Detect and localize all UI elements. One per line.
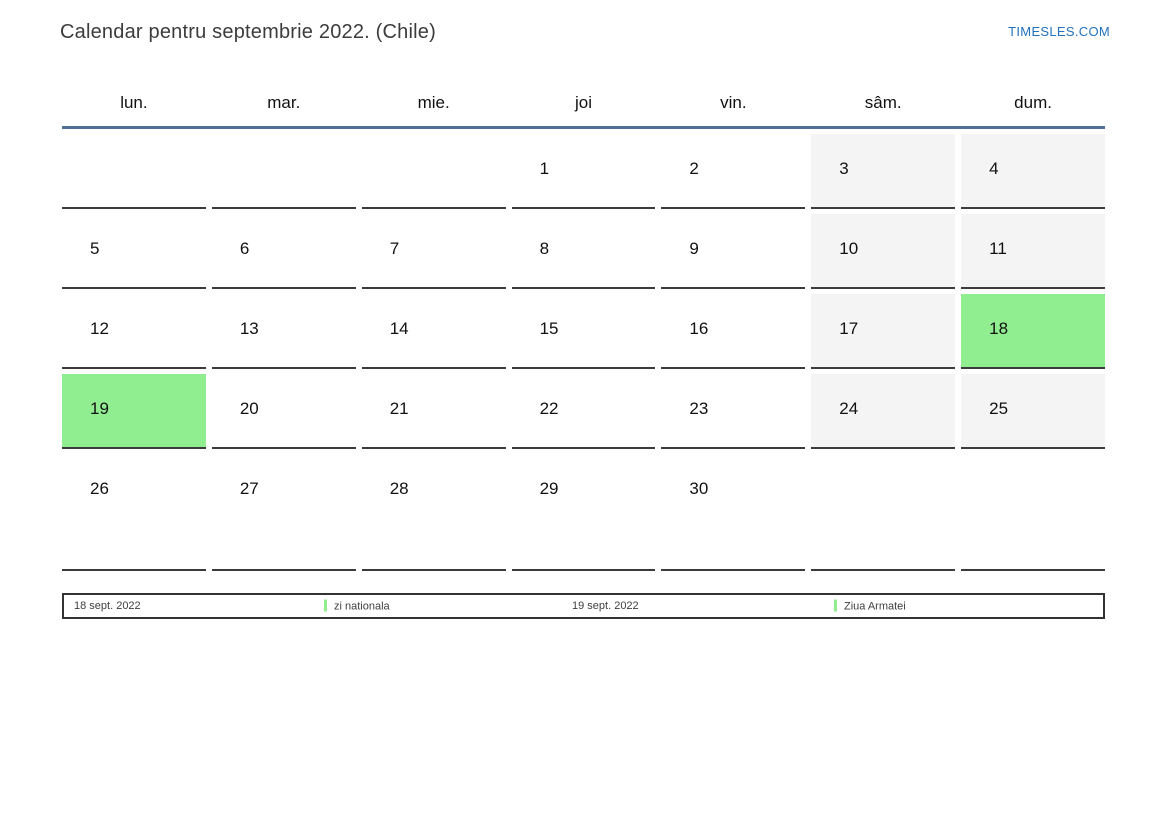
calendar-empty-cell: [211, 134, 356, 209]
legend-label: Ziua Armatei: [844, 600, 906, 613]
calendar-empty-cell: [62, 134, 206, 209]
calendar-day-17: 17: [811, 294, 956, 369]
legend-item: zi nationala: [324, 599, 390, 613]
calendar-day-9: 9: [661, 214, 806, 289]
calendar-day-26: 26: [62, 454, 206, 571]
calendar-day-19: 19: [62, 374, 206, 449]
calendar-day-20: 20: [211, 374, 356, 449]
weekday-header-sun: dum.: [1014, 93, 1052, 112]
week-row: 5 6 7 8 9 10 11: [62, 214, 1105, 289]
calendar-day-16: 16: [661, 294, 806, 369]
calendar-grid: 1 2 3 4 5 6 7 8 9 10 11 12 13 14 15 16 17 18 19 20 21 22 23 24 2…: [62, 134, 1105, 571]
weekday-header-tue: mar.: [267, 93, 301, 112]
holiday-marker-icon: [834, 599, 837, 612]
calendar-day-21: 21: [361, 374, 506, 449]
week-row: 26 27 28 29 30: [62, 454, 1105, 571]
calendar-day-8: 8: [511, 214, 656, 289]
weekday-header-row: lun. mar. mie. joi vin. sâm. dum.: [62, 80, 1105, 129]
page-title: Calendar pentru septembrie 2022. (Chile): [60, 21, 436, 43]
calendar-empty-cell: [811, 454, 956, 571]
calendar-day-10: 10: [811, 214, 956, 289]
calendar-day-6: 6: [211, 214, 356, 289]
calendar-day-7: 7: [361, 214, 506, 289]
weekday-header-thu: joi: [574, 93, 592, 112]
weekday-header-wed: mie.: [417, 93, 450, 112]
legend-item: Ziua Armatei: [834, 599, 906, 613]
holiday-legend: 18 sept. 2022 zi nationala 19 sept. 2022…: [62, 593, 1105, 619]
calendar-day-4: 4: [961, 134, 1105, 209]
calendar-day-1: 1: [511, 134, 656, 209]
calendar-empty-cell: [961, 454, 1105, 571]
calendar-day-2: 2: [661, 134, 806, 209]
week-row: 12 13 14 15 16 17 18: [62, 294, 1105, 369]
calendar-day-27: 27: [211, 454, 356, 571]
weekday-header-fri: vin.: [720, 93, 747, 112]
calendar-day-12: 12: [62, 294, 206, 369]
calendar-day-3: 3: [811, 134, 956, 209]
calendar-day-24: 24: [811, 374, 956, 449]
calendar-day-5: 5: [62, 214, 206, 289]
weekday-header-sat: sâm.: [864, 93, 902, 112]
legend-label: zi nationala: [334, 600, 390, 613]
site-link[interactable]: TIMESLES.COM: [1008, 24, 1110, 39]
calendar-day-14: 14: [361, 294, 506, 369]
calendar-day-22: 22: [511, 374, 656, 449]
calendar-day-23: 23: [661, 374, 806, 449]
calendar-day-30: 30: [661, 454, 806, 571]
calendar-empty-cell: [361, 134, 506, 209]
weekday-header-mon: lun.: [120, 93, 148, 112]
calendar-day-28: 28: [361, 454, 506, 571]
legend-date: 18 sept. 2022: [74, 600, 141, 612]
week-row: 19 20 21 22 23 24 25: [62, 374, 1105, 449]
legend-date: 19 sept. 2022: [572, 600, 639, 612]
calendar-day-18: 18: [961, 294, 1105, 369]
holiday-marker-icon: [324, 599, 327, 612]
calendar-day-15: 15: [511, 294, 656, 369]
calendar-day-13: 13: [211, 294, 356, 369]
calendar-day-29: 29: [511, 454, 656, 571]
calendar-day-11: 11: [961, 214, 1105, 289]
calendar-day-25: 25: [961, 374, 1105, 449]
